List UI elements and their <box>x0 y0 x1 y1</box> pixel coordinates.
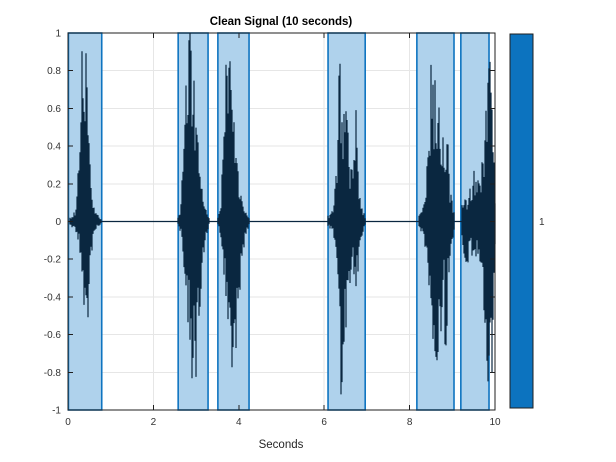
y-tick-label: 0.6 <box>47 104 61 115</box>
y-tick-label: -0.4 <box>44 292 62 303</box>
y-tick-label: -0.2 <box>44 255 62 266</box>
x-tick-label: 4 <box>236 417 242 428</box>
y-tick-label: 0.2 <box>47 179 61 190</box>
x-tick-label: 8 <box>407 417 413 428</box>
plot-title: Clean Signal (10 seconds) <box>210 16 353 28</box>
x-tick-label: 10 <box>489 417 501 428</box>
colorbar-swatch <box>509 33 534 409</box>
tick-labels-layer: 0 2 4 6 8 10 -1 -0.8 -0.6 -0.4 -0.2 0 0.2 0.4 0.6 0.8 1 <box>44 29 501 429</box>
y-tick-label: 0 <box>55 217 61 228</box>
x-tick-label: 2 <box>151 417 157 428</box>
x-axis-label: Seconds <box>259 439 304 451</box>
y-tick-label: -0.8 <box>44 368 62 379</box>
x-tick-label: 6 <box>321 417 327 428</box>
axes-layer <box>67 32 496 411</box>
y-tick-label: -0.6 <box>44 330 62 341</box>
colorbar: 1 <box>509 33 545 409</box>
x-tick-label: 0 <box>65 417 71 428</box>
y-tick-label: 1 <box>55 29 61 40</box>
y-tick-label: -1 <box>52 406 61 417</box>
y-tick-label: 0.8 <box>47 66 61 77</box>
colorbar-tick-label: 1 <box>539 217 545 228</box>
y-tick-label: 0.4 <box>47 142 61 153</box>
